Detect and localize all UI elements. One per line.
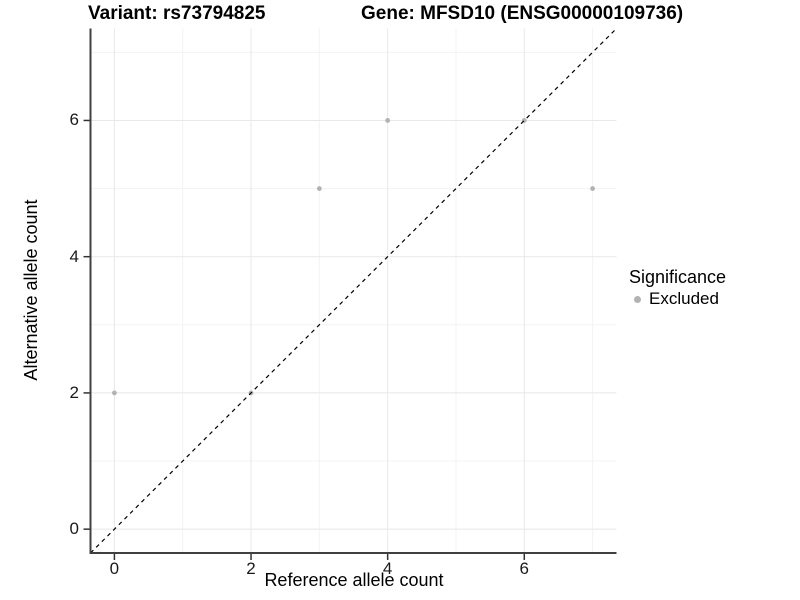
x-tick-label: 2 bbox=[246, 559, 256, 578]
y-axis-title: Alternative allele count bbox=[21, 199, 41, 381]
data-point bbox=[316, 186, 322, 191]
x-tick-label: 0 bbox=[109, 559, 120, 578]
legend: Significance Excluded bbox=[629, 266, 726, 309]
identity-reference-line bbox=[90, 28, 617, 554]
legend-item-label: Excluded bbox=[649, 289, 719, 308]
point-key-icon bbox=[634, 295, 641, 303]
data-point bbox=[385, 118, 391, 123]
y-tick-label: 6 bbox=[69, 110, 79, 130]
data-point bbox=[590, 186, 595, 191]
legend-title: Significance bbox=[629, 267, 727, 287]
plot-title-gene: Gene: MFSD10 (ENSG00000109736) bbox=[361, 3, 684, 24]
y-tick-label: 4 bbox=[69, 246, 79, 266]
x-tick-label: 4 bbox=[382, 559, 393, 578]
x-tick-label: 6 bbox=[519, 559, 529, 578]
y-tick-label: 0 bbox=[69, 519, 79, 539]
data-point bbox=[112, 390, 117, 396]
y-tick-label: 2 bbox=[69, 382, 79, 402]
legend-item-excluded: Excluded bbox=[629, 289, 726, 309]
x-axis-title: Reference allele count bbox=[264, 570, 444, 590]
plot-title-variant: Variant: rs73794825 bbox=[88, 3, 266, 24]
